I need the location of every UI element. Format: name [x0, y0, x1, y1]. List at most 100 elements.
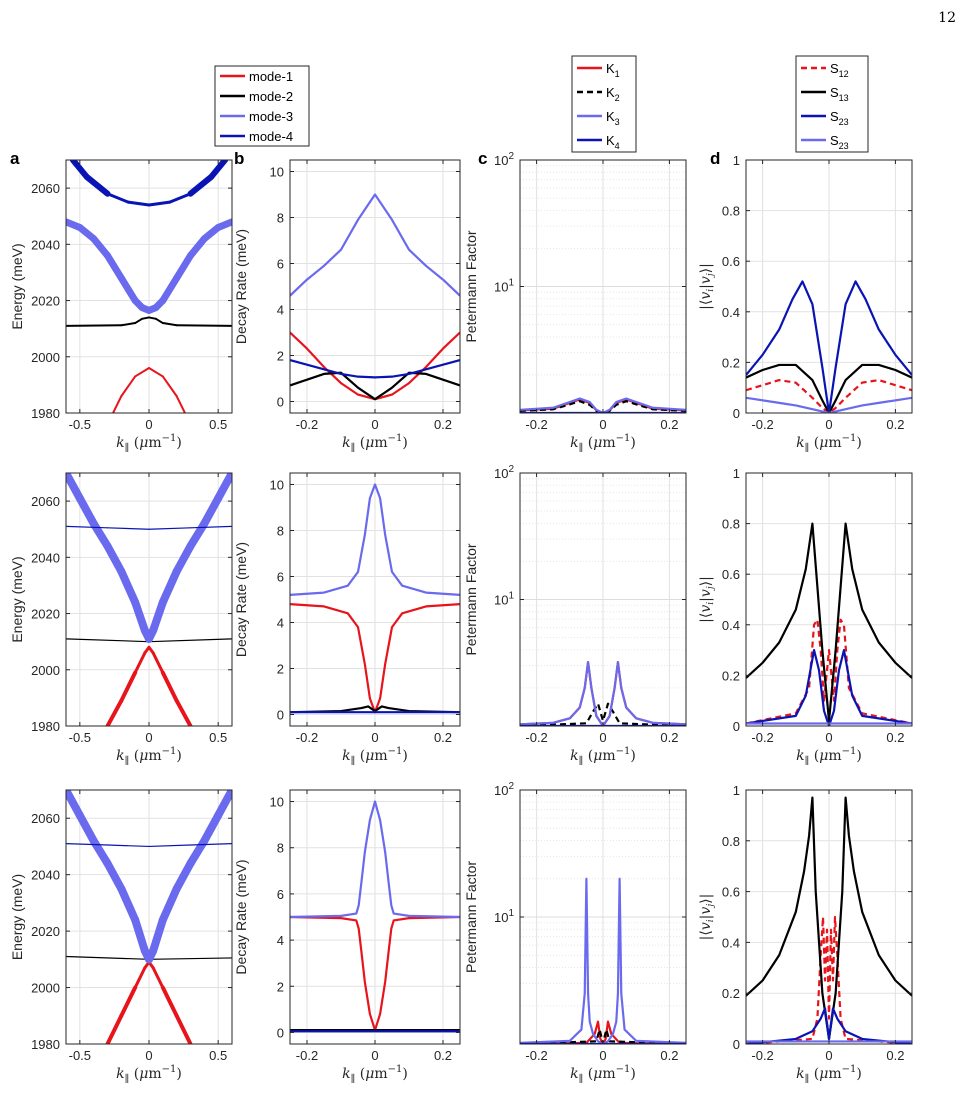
series-mode-4-segment: [208, 160, 229, 180]
series-mode-3-line: [290, 483, 460, 596]
series-mode-3-segment: [66, 473, 84, 503]
y-tick-label: 1980: [31, 1037, 60, 1052]
series-mode-1-segment: [105, 698, 124, 726]
x-tick-label: 0.2: [886, 730, 904, 745]
series-mode-1-segment: [119, 985, 138, 1018]
series-mode-4-segment: [189, 525, 232, 529]
y-tick-label: 2000: [31, 350, 60, 365]
x-tick-label: 0.5: [209, 417, 227, 432]
x-tick-label: -0.2: [525, 417, 547, 432]
series-mode-1-segment: [105, 1013, 124, 1044]
series-s12-line: [746, 915, 912, 1044]
series-mode-1-segment: [133, 966, 147, 990]
series-mode-3-segment: [172, 542, 195, 576]
chart-r1a: -0.5 0 0.5 1980 2000 2020 2040 2060 k∥ (μm−1) Ene…: [9, 149, 233, 454]
series-mode-3-segment: [75, 811, 98, 845]
x-axis-label: k∥ (μm−1): [116, 1064, 182, 1085]
y-tick-label: 0.4: [722, 618, 740, 633]
x-tick-label: 0: [371, 730, 378, 745]
series-mode-3-segment: [117, 274, 139, 305]
y-tick-label: 0: [277, 708, 284, 723]
series-mode-1-segment: [133, 651, 147, 675]
series-mode-3-segment: [158, 884, 181, 924]
x-tick-label: -0.2: [296, 730, 318, 745]
x-tick-label: -0.2: [751, 1048, 773, 1063]
x-tick-label: 0: [145, 1048, 152, 1063]
y-tick-label: 0.2: [722, 355, 740, 370]
y-tick-label: 8: [277, 211, 284, 226]
y-tick-label: 101: [494, 908, 514, 925]
x-tick-label: 0.2: [434, 730, 452, 745]
legend-a: mode-1 mode-2 mode-3 mode-4: [214, 65, 310, 147]
y-axis-label: Energy (meV): [9, 243, 25, 329]
x-tick-label: 0: [145, 730, 152, 745]
chart-r1d: -0.2 0 0.2 0 0.2 0.4 0.6 0.8 1 k∥ (μm−1) |⟨vi|vj⟩|…: [698, 149, 913, 454]
series-mode-4-line: [290, 359, 460, 379]
series-mode-3-line: [290, 193, 460, 297]
x-axis-label: k∥ (μm−1): [570, 1064, 636, 1085]
series-mode-2-segment: [134, 317, 144, 325]
x-tick-label: 0: [599, 417, 606, 432]
x-tick-label: -0.2: [525, 1048, 547, 1063]
x-axis-label: k∥ (μm−1): [342, 1064, 408, 1085]
y-tick-label: 0: [733, 719, 740, 734]
legend-d: S12 S13 S23 S23: [795, 55, 869, 153]
series-mode-3-segment: [66, 790, 84, 820]
y-axis-label: Decay Rate (meV): [233, 542, 249, 657]
chart-r1c: -0.2 0 0.2 101 102 k∥ (μm−1) Petermann Factor c: [463, 149, 687, 454]
series-mode-2-segment: [141, 316, 150, 320]
series-mode-4-segment: [148, 527, 192, 530]
panel-letter-c: c: [478, 149, 487, 168]
x-axis-label: k∥ (μm−1): [796, 1064, 862, 1085]
series-mode-4-segment: [106, 844, 150, 848]
x-axis-label: k∥ (μm−1): [116, 433, 182, 454]
legend-label: S12: [830, 61, 849, 79]
x-axis-label: k∥ (μm−1): [796, 433, 862, 454]
y-tick-label: 10: [270, 165, 284, 180]
y-tick-label: 102: [494, 781, 514, 798]
series-mode-3-segment: [200, 494, 223, 528]
legend-label: mode-3: [249, 109, 293, 124]
series-mode-2-segment: [66, 955, 150, 960]
y-axis-label: Energy (meV): [9, 556, 25, 642]
series-mode-3-segment: [131, 915, 149, 955]
x-tick-label: 0.2: [434, 417, 452, 432]
x-tick-label: 0.5: [209, 730, 227, 745]
y-tick-label: 2: [277, 662, 284, 677]
y-tick-label: 0.6: [722, 567, 740, 582]
x-tick-label: 0.2: [434, 1048, 452, 1063]
x-tick-label: -0.2: [751, 730, 773, 745]
series-k3-line: [520, 877, 686, 1044]
y-tick-label: 0.2: [722, 668, 740, 683]
series-mode-2-segment: [175, 324, 232, 327]
panel-letter-d: d: [710, 149, 720, 168]
series-mode-3-segment: [117, 567, 140, 607]
x-axis-label: k∥ (μm−1): [570, 746, 636, 767]
series-mode-4-segment: [147, 200, 172, 207]
series-mode-1-segment: [151, 966, 165, 990]
y-tick-label: 1: [733, 783, 740, 798]
y-tick-label: 2: [277, 349, 284, 364]
series-mode-2-line: [290, 371, 460, 401]
series-mode-1-segment: [160, 670, 179, 703]
series-mode-2-line: [290, 705, 460, 714]
y-tick-label: 2020: [31, 607, 60, 622]
y-tick-label: 2: [277, 979, 284, 994]
series-mode-3-segment: [104, 252, 125, 282]
y-axis-label: Petermann Factor: [463, 861, 479, 973]
series-mode-3-segment: [117, 884, 140, 924]
y-axis-label: |⟨vi|vj⟩|: [698, 894, 716, 941]
series-mode-2-segment: [120, 322, 137, 327]
series-mode-3-segment: [214, 218, 232, 231]
series-mode-1-segment: [174, 698, 193, 726]
y-tick-label: 6: [277, 257, 284, 272]
x-axis-label: k∥ (μm−1): [116, 746, 182, 767]
x-tick-label: 0.2: [660, 1048, 678, 1063]
series-mode-1-segment: [148, 367, 164, 378]
series-mode-3-line: [290, 800, 460, 919]
y-tick-label: 101: [494, 591, 514, 608]
chart-r3a: -0.5 0 0.5 1980 2000 2020 2040 2060 k∥ (μm−1) Ene…: [9, 789, 233, 1085]
y-tick-label: 1980: [31, 719, 60, 734]
series-mode-3-segment: [90, 235, 111, 260]
series-s13-line: [746, 363, 912, 413]
